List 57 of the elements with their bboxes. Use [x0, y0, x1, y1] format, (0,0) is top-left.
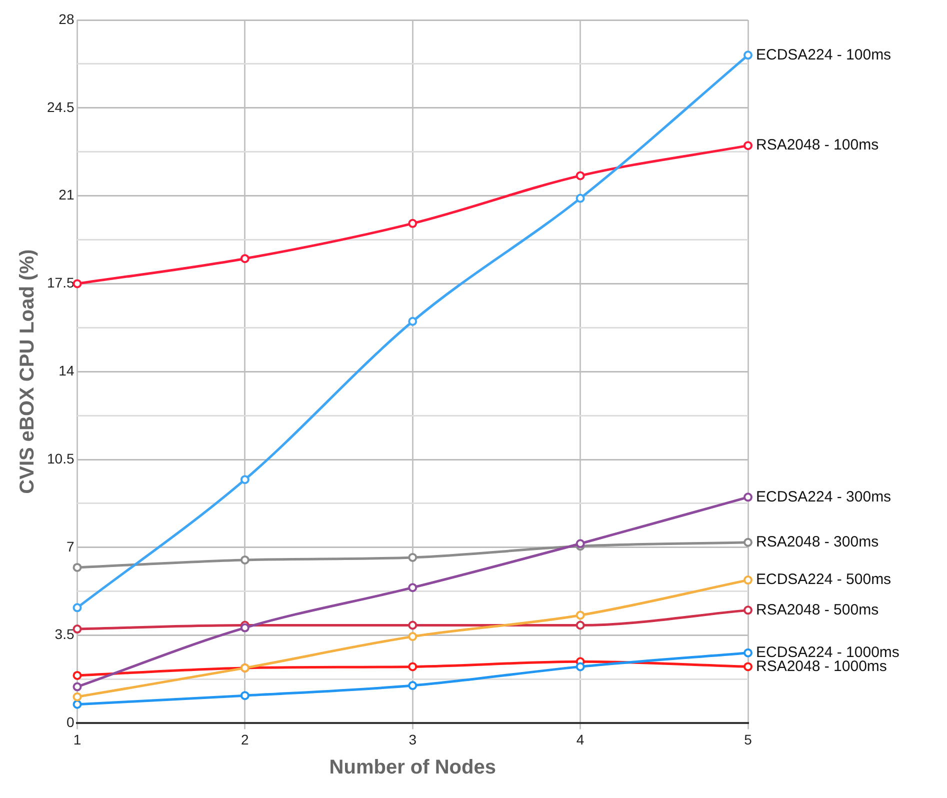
point — [744, 576, 752, 585]
point — [408, 583, 418, 592]
point — [576, 194, 585, 203]
x-tick-label: 3 — [408, 731, 417, 748]
point — [72, 670, 82, 680]
point — [72, 562, 82, 572]
y-tick-label: 28 — [58, 10, 74, 27]
point — [240, 691, 250, 700]
y-tick-label: 17.5 — [47, 274, 74, 291]
point — [240, 555, 250, 564]
y-tick-label: 0 — [66, 714, 74, 730]
point — [576, 662, 585, 672]
point — [72, 279, 82, 288]
series-label: RSA2048 - 100ms — [756, 136, 879, 154]
point — [744, 538, 752, 547]
point — [576, 610, 585, 620]
point — [408, 620, 418, 630]
y-tick-label: 14 — [58, 362, 74, 378]
point — [240, 475, 250, 484]
y-axis-title: CVIS eBOX CPU Load (%) — [16, 249, 39, 494]
y-tick-label: 10.5 — [47, 450, 74, 466]
point — [408, 662, 418, 672]
y-tick-label: 21 — [58, 186, 74, 203]
x-tick-label: 2 — [241, 731, 250, 748]
point — [576, 539, 585, 548]
y-tick-label: 24.5 — [47, 98, 74, 115]
point — [408, 218, 418, 228]
y-tick-label: 7 — [66, 538, 74, 554]
x-axis-title: Number of Nodes — [329, 756, 496, 779]
y-tick-label: 3.5 — [54, 626, 74, 642]
point — [408, 316, 418, 326]
series-label: ECDSA224 - 500ms — [756, 571, 892, 588]
series-label: ECDSA224 - 100ms — [756, 46, 892, 64]
point — [72, 603, 82, 612]
point — [240, 254, 250, 264]
point — [744, 606, 752, 615]
point — [72, 624, 82, 634]
point — [408, 632, 418, 642]
x-tick-label: 1 — [73, 731, 82, 748]
point — [744, 662, 752, 672]
point — [72, 692, 82, 702]
point — [408, 552, 418, 562]
point — [576, 620, 585, 630]
series-label: RSA2048 - 300ms — [756, 534, 879, 551]
point — [744, 648, 752, 658]
point — [744, 141, 752, 150]
x-tick-label: 4 — [576, 731, 584, 748]
series-label: RSA2048 - 500ms — [756, 601, 879, 618]
series-label: ECDSA224 - 300ms — [756, 488, 892, 506]
point — [72, 700, 82, 709]
point — [240, 623, 250, 632]
point — [576, 171, 585, 180]
point — [408, 681, 418, 690]
point — [72, 682, 82, 692]
x-tick-label: 5 — [744, 731, 752, 748]
point — [744, 50, 752, 60]
point — [744, 492, 752, 502]
